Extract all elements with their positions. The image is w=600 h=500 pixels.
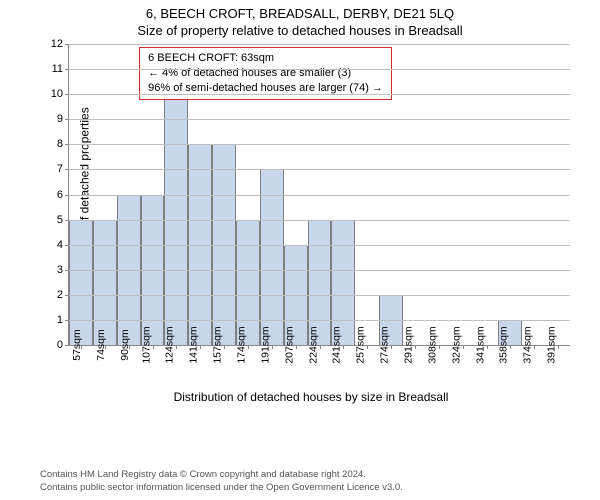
x-tick-label: 341sqm xyxy=(468,326,486,363)
x-tick-label: 107sqm xyxy=(134,326,152,363)
x-tick-mark xyxy=(176,345,177,349)
gridline xyxy=(69,169,570,170)
x-tick-label: 274sqm xyxy=(372,326,390,363)
y-tick-mark xyxy=(65,144,69,145)
x-tick-mark xyxy=(487,345,488,349)
gridline xyxy=(69,220,570,221)
x-tick-label: 157sqm xyxy=(205,326,223,363)
x-tick-mark xyxy=(391,345,392,349)
gridline xyxy=(69,44,570,45)
plot-area: 57sqm74sqm90sqm107sqm124sqm141sqm157sqm1… xyxy=(68,44,570,346)
x-tick-mark xyxy=(153,345,154,349)
y-tick-mark xyxy=(65,69,69,70)
x-tick-label: 291sqm xyxy=(396,326,414,363)
x-tick-label: 224sqm xyxy=(301,326,319,363)
gridline xyxy=(69,270,570,271)
x-tick-mark xyxy=(510,345,511,349)
x-tick-mark xyxy=(248,345,249,349)
page-address-title: 6, BEECH CROFT, BREADSALL, DERBY, DE21 5… xyxy=(0,0,600,21)
chart-container: 57sqm74sqm90sqm107sqm124sqm141sqm157sqm1… xyxy=(42,44,580,404)
y-tick-mark xyxy=(65,169,69,170)
x-tick-mark xyxy=(320,345,321,349)
x-tick-mark xyxy=(272,345,273,349)
x-tick-label: 308sqm xyxy=(420,326,438,363)
histogram-bar xyxy=(69,220,93,345)
y-tick-mark xyxy=(65,119,69,120)
y-tick-mark xyxy=(65,44,69,45)
gridline xyxy=(69,119,570,120)
x-tick-label: 207sqm xyxy=(277,326,295,363)
y-tick-mark xyxy=(65,270,69,271)
gridline xyxy=(69,195,570,196)
y-tick-mark xyxy=(65,195,69,196)
y-tick-mark xyxy=(65,94,69,95)
x-tick-label: 124sqm xyxy=(158,326,176,363)
x-axis-label: Distribution of detached houses by size … xyxy=(42,390,580,404)
x-tick-label: 141sqm xyxy=(182,326,200,363)
gridline xyxy=(69,295,570,296)
y-tick-mark xyxy=(65,295,69,296)
gridline xyxy=(69,144,570,145)
x-tick-mark xyxy=(224,345,225,349)
x-tick-label: 257sqm xyxy=(349,326,367,363)
x-tick-mark xyxy=(415,345,416,349)
x-tick-mark xyxy=(534,345,535,349)
x-tick-label: 174sqm xyxy=(229,326,247,363)
page-subtitle: Size of property relative to detached ho… xyxy=(0,21,600,38)
x-tick-label: 391sqm xyxy=(539,326,557,363)
y-tick-mark xyxy=(65,245,69,246)
x-tick-label: 90sqm xyxy=(113,329,131,361)
annotation-line-2: ← 4% of detached houses are smaller (3) xyxy=(148,66,383,81)
x-tick-mark xyxy=(343,345,344,349)
gridline xyxy=(69,94,570,95)
x-tick-label: 358sqm xyxy=(492,326,510,363)
attribution-footer: Contains HM Land Registry data © Crown c… xyxy=(40,469,590,494)
histogram-bar xyxy=(93,220,117,345)
x-tick-label: 374sqm xyxy=(516,326,534,363)
x-tick-mark xyxy=(296,345,297,349)
x-tick-mark xyxy=(200,345,201,349)
annotation-box: 6 BEECH CROFT: 63sqm ← 4% of detached ho… xyxy=(139,47,392,100)
x-tick-mark xyxy=(558,345,559,349)
x-tick-mark xyxy=(439,345,440,349)
x-tick-mark xyxy=(367,345,368,349)
y-tick-mark xyxy=(65,320,69,321)
footer-line-1: Contains HM Land Registry data © Crown c… xyxy=(40,469,590,481)
x-tick-mark xyxy=(463,345,464,349)
annotation-line-1: 6 BEECH CROFT: 63sqm xyxy=(148,51,383,66)
gridline xyxy=(69,245,570,246)
y-tick-mark xyxy=(65,345,69,346)
footer-line-2: Contains public sector information licen… xyxy=(40,482,590,494)
x-tick-label: 74sqm xyxy=(89,329,107,361)
gridline xyxy=(69,69,570,70)
x-tick-label: 191sqm xyxy=(253,326,271,363)
x-tick-label: 241sqm xyxy=(325,326,343,363)
x-tick-label: 324sqm xyxy=(444,326,462,363)
gridline xyxy=(69,320,570,321)
histogram-bar xyxy=(260,169,284,345)
y-tick-mark xyxy=(65,220,69,221)
